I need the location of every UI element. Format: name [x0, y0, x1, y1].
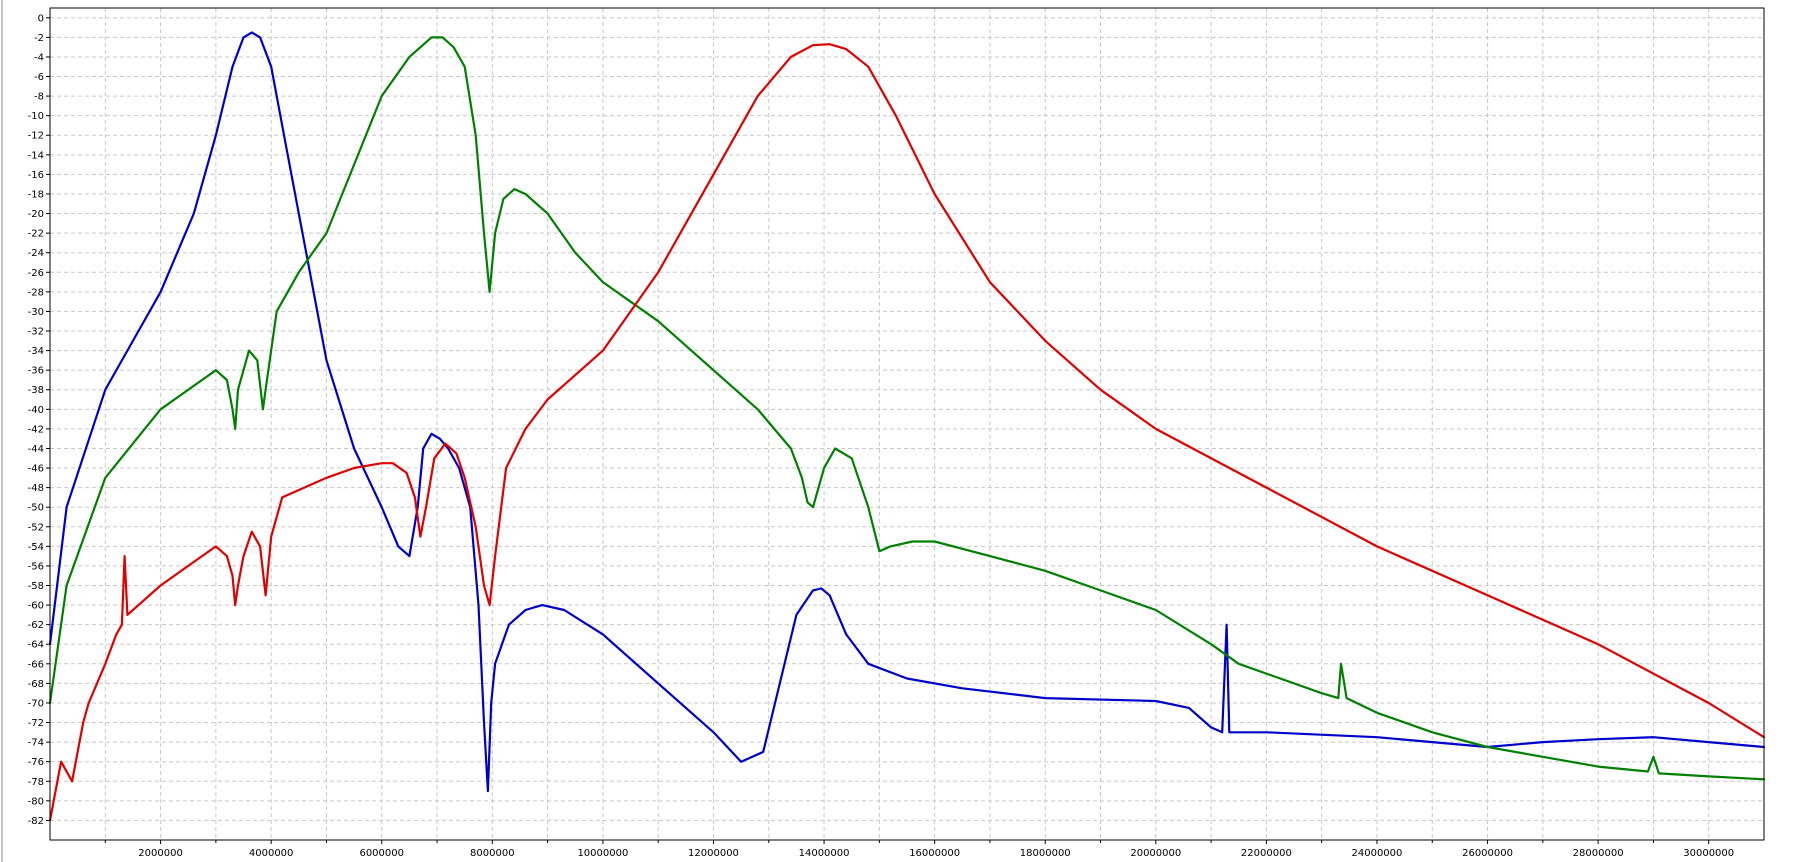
tick-labels: 0 -2 -4 -6 -8 -10 -12 -14 -16 -18 -20 -22 -24 -26 -28 -…: [28, 13, 1735, 859]
y-tick-label: -54: [28, 542, 44, 553]
y-tick-label: -10: [28, 111, 44, 122]
y-tick-label: -8: [34, 92, 44, 103]
x-tick-label: 16000000: [909, 848, 960, 859]
series-line-1: [48, 36, 1766, 781]
axes: [46, 7, 1765, 844]
x-tick-label: 28000000: [1573, 848, 1624, 859]
y-tick-label: -14: [28, 150, 44, 161]
x-tick-label: 2000000: [138, 848, 183, 859]
y-tick-label: -82: [28, 816, 44, 827]
y-tick-label: -16: [28, 170, 44, 181]
y-tick-label: -50: [28, 503, 44, 514]
y-tick-label: -30: [28, 307, 44, 318]
x-tick-label: 24000000: [1352, 848, 1403, 859]
y-tick-label: -48: [28, 483, 44, 494]
y-tick-label: -2: [34, 33, 44, 44]
series-line-0: [48, 31, 1766, 793]
y-tick-label: -12: [28, 131, 44, 142]
y-tick-label: -46: [28, 464, 44, 475]
plot-border: [49, 7, 1765, 841]
x-tick-label: 14000000: [799, 848, 850, 859]
x-tick-label: 10000000: [577, 848, 628, 859]
y-tick-label: -26: [28, 268, 44, 279]
y-tick-label: -58: [28, 581, 44, 592]
y-tick-label: -52: [28, 522, 44, 533]
y-tick-label: -38: [28, 385, 44, 396]
y-tick-label: -78: [28, 777, 44, 788]
y-tick-label: -36: [28, 366, 44, 377]
x-tick-label: 4000000: [249, 848, 294, 859]
y-tick-label: -34: [28, 346, 44, 357]
y-tick-label: -40: [28, 405, 44, 416]
x-tick-label: 18000000: [1020, 848, 1071, 859]
series-layer: [48, 31, 1766, 822]
y-tick-label: -66: [28, 659, 44, 670]
y-tick-label: -80: [28, 796, 44, 807]
y-tick-label: -60: [28, 601, 44, 612]
y-tick-label: -64: [28, 640, 44, 651]
x-tick-label: 8000000: [470, 848, 515, 859]
y-tick-label: -22: [28, 229, 44, 240]
y-tick-label: -18: [28, 189, 44, 200]
y-tick-label: -32: [28, 327, 44, 338]
x-tick-label: 12000000: [688, 848, 739, 859]
y-tick-label: -20: [28, 209, 44, 220]
y-tick-label: -68: [28, 679, 44, 690]
y-tick-label: -70: [28, 698, 44, 709]
x-tick-label: 26000000: [1462, 848, 1513, 859]
y-tick-label: -76: [28, 757, 44, 768]
y-tick-label: -24: [28, 248, 44, 259]
y-tick-label: 0: [38, 13, 44, 24]
y-tick-label: -74: [28, 738, 44, 749]
grid: [50, 8, 1764, 840]
x-tick-label: 6000000: [359, 848, 404, 859]
x-tick-label: 30000000: [1683, 848, 1734, 859]
y-tick-label: -72: [28, 718, 44, 729]
y-tick-label: -56: [28, 561, 44, 572]
y-tick-label: -28: [28, 287, 44, 298]
series-line-2: [48, 43, 1766, 822]
y-tick-label: -4: [34, 52, 44, 63]
y-tick-label: -44: [28, 444, 44, 455]
x-tick-label: 22000000: [1241, 848, 1292, 859]
y-tick-label: -6: [34, 72, 44, 83]
x-tick-label: 20000000: [1130, 848, 1181, 859]
y-tick-label: -42: [28, 424, 44, 435]
y-tick-label: -62: [28, 620, 44, 631]
